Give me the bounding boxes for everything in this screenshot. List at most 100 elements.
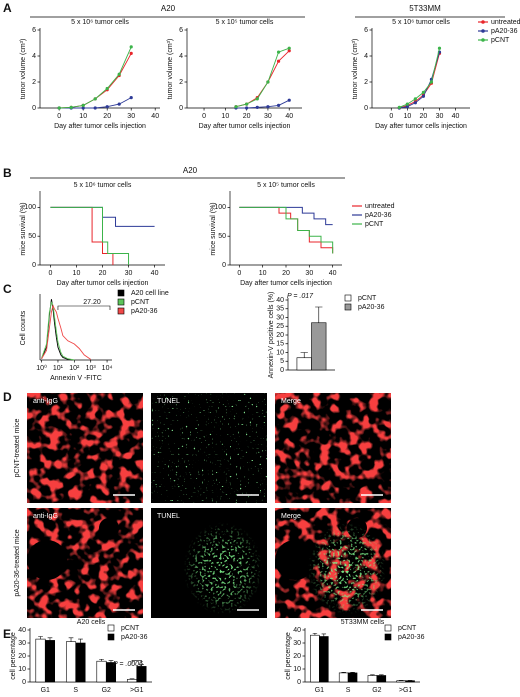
legend-label: pCNT — [121, 625, 140, 632]
survival-curve — [50, 206, 114, 265]
group-header: 5T33MM — [409, 4, 441, 13]
error-bar — [370, 674, 375, 676]
data-point — [266, 80, 270, 84]
legend-marker — [481, 20, 485, 24]
data-point — [117, 72, 121, 76]
x-axis-label: Annexin V -FITC — [50, 375, 102, 382]
data-point — [105, 86, 109, 91]
error-bar — [68, 637, 74, 642]
data-point — [287, 49, 291, 53]
x-tick-label: 30 — [436, 113, 444, 120]
error-bar — [108, 660, 114, 663]
x-tick-label: 10² — [69, 365, 80, 372]
image-label: Merge — [281, 513, 301, 520]
data-point — [93, 97, 97, 101]
y-tick-label: 2 — [364, 79, 368, 86]
error-bar — [99, 658, 104, 662]
bar — [35, 638, 46, 683]
series-line — [235, 47, 290, 108]
tunel-stain — [151, 393, 267, 503]
chart-title: A20 cells — [77, 619, 106, 626]
x-tick-label: 20 — [99, 270, 107, 277]
x-tick-label: G1 — [41, 687, 50, 694]
bar — [136, 666, 147, 683]
x-tick-label: S — [346, 687, 351, 694]
bar — [367, 675, 378, 683]
data-point — [287, 98, 291, 102]
x-tick-label: 40 — [151, 113, 159, 120]
error-bar — [321, 633, 327, 637]
x-tick-label: 10 — [221, 113, 229, 120]
chart-title: 5 x 10⁶ tumor cells — [392, 19, 450, 26]
bar — [396, 680, 406, 683]
data-point — [129, 96, 133, 100]
data-point — [93, 106, 97, 110]
x-tick-label: 10³ — [86, 365, 97, 372]
y-tick-label: 40 — [293, 627, 301, 634]
y-axis-label: tumor volume (cm³) — [20, 39, 27, 100]
x-tick-label: G1 — [315, 687, 324, 694]
y-axis-label: cell percentage — [285, 632, 292, 680]
y-tick-label: 0 — [32, 105, 36, 112]
data-point — [413, 101, 417, 105]
x-axis-label: Day after tumor cells injection — [240, 280, 332, 287]
y-tick-label: 30 — [293, 640, 301, 647]
data-point — [421, 90, 426, 94]
error-bar — [379, 674, 384, 676]
void — [27, 540, 67, 580]
data-point — [397, 105, 401, 109]
y-tick-label: 4 — [364, 53, 368, 60]
legend-swatch — [117, 307, 125, 315]
error-bar — [315, 306, 323, 323]
data-point — [276, 59, 281, 63]
row-label: pA20-36-treated mice — [14, 529, 21, 596]
bar — [296, 357, 312, 371]
y-tick-label: 4 — [179, 53, 183, 60]
error-bar — [38, 636, 43, 640]
bar — [405, 680, 415, 683]
data-point — [81, 106, 85, 110]
y-tick-label: 15 — [276, 341, 284, 348]
data-point — [266, 105, 270, 109]
panel-label: E — [3, 627, 11, 641]
y-tick-label: 10 — [293, 666, 301, 673]
y-tick-label: 20 — [276, 332, 284, 339]
legend-swatch — [344, 303, 352, 311]
legend-label: pCNT — [398, 625, 417, 632]
data-point — [287, 46, 291, 50]
data-point — [81, 103, 85, 107]
panel-label: B — [3, 166, 12, 180]
y-tick-label: 100 — [214, 204, 226, 211]
data-point — [276, 103, 281, 107]
legend-label: pA20-36 — [358, 304, 385, 311]
legend-label: pA20-36 — [398, 634, 425, 641]
x-tick-label: 30 — [125, 270, 133, 277]
x-tick-label: 10 — [79, 113, 87, 120]
x-tick-label: 30 — [305, 270, 313, 277]
panel-label: C — [3, 282, 12, 296]
y-axis-label: tumor volume (cm³) — [167, 39, 174, 100]
x-tick-label: 10⁰ — [36, 364, 47, 372]
error-bar — [312, 632, 318, 636]
bar — [44, 640, 56, 683]
x-tick-label: 20 — [243, 113, 251, 120]
error-bar — [78, 638, 83, 643]
legend-label: untreated — [365, 203, 395, 210]
x-tick-label: G2 — [102, 687, 111, 694]
x-tick-label: 20 — [103, 113, 111, 120]
error-bar — [300, 352, 308, 358]
bar — [65, 641, 77, 683]
y-tick-label: 0 — [364, 105, 368, 112]
y-tick-label: 10 — [18, 666, 26, 673]
survival-curve — [50, 206, 130, 265]
data-point — [405, 105, 409, 109]
x-tick-label: 10 — [403, 113, 411, 120]
legend-swatch — [384, 624, 392, 632]
annotation: P = .017 — [287, 293, 314, 300]
legend-marker — [481, 29, 485, 33]
group-header: A20 — [183, 166, 198, 175]
y-tick-label: 10 — [276, 349, 284, 356]
bar — [126, 679, 138, 683]
data-point — [117, 102, 121, 106]
